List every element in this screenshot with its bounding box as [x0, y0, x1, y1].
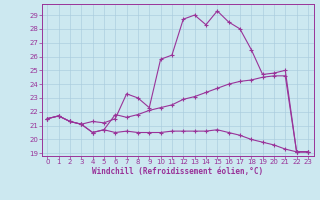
X-axis label: Windchill (Refroidissement éolien,°C): Windchill (Refroidissement éolien,°C) — [92, 167, 263, 176]
